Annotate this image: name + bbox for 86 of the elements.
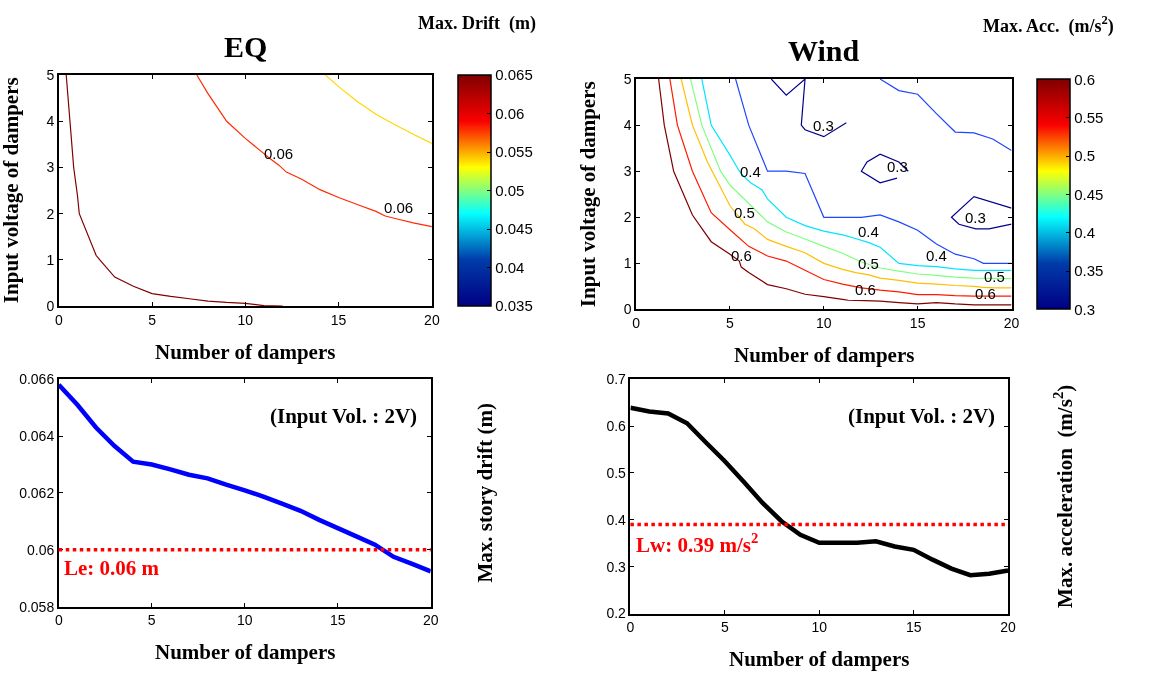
line-series [196,75,432,228]
x-tick-label: 20 [1000,619,1017,636]
y-tick-label: 1 [623,255,632,272]
x-tick-label: 20 [1003,315,1020,332]
color-bar-label: 0.06 [495,104,525,122]
color-bar-label: 0.065 [495,66,533,84]
annotation: (Input Vol. : 2V) [270,404,418,428]
y-tick-label: 0.6 [606,417,627,434]
annotation: 0.4 [858,223,879,240]
y-tick-label: 5 [623,70,632,87]
x-axis-title: Number of dampers [155,640,336,664]
color-bar-label: 0.045 [495,220,533,238]
annotation: 0.5 [858,255,879,272]
y-tick-label: 4 [46,113,55,130]
y-tick-label: 0.2 [606,605,627,622]
x-axis-title: Number of dampers [729,647,910,671]
annotation: 0.5 [734,204,755,221]
chart-title: Wind [788,34,860,67]
y-tick-label: 3 [623,163,632,180]
y-tick-label: 1 [46,251,55,268]
y-tick-label: 4 [623,117,632,134]
color-bar-label: 0.4 [1074,224,1096,242]
color-bar-label: 0.3 [1074,300,1096,318]
annotation: 0.06 [264,145,294,162]
y-axis-title: Input voltage of dampers [575,81,600,308]
y-tick-label: 2 [46,205,55,222]
y-axis-title: Input voltage of dampers [0,77,23,304]
x-tick-label: 10 [811,619,828,636]
y-tick-label: 0.064 [19,427,55,444]
y-tick-label: 0.066 [19,371,55,388]
y-axis-title: Max. story drift (m) [472,402,497,583]
x-tick-label: 5 [720,619,729,636]
color-bar-label: 0.35 [1074,262,1104,280]
x-tick-label: 10 [237,311,254,328]
ref-line-label: Le: 0.06 m [64,556,160,580]
y-tick-label: 0.3 [606,558,627,575]
x-axis-title: Number of dampers [155,340,336,364]
color-bar-label: 0.45 [1074,185,1104,203]
x-tick-label: 5 [147,612,156,629]
color-bar-label: 0.04 [495,258,525,276]
line-series [770,79,847,138]
x-tick-label: 10 [236,612,253,629]
annotation: 0.4 [926,247,947,264]
annotation: 0.3 [813,117,834,134]
annotation: 0.6 [731,247,752,264]
color-bar-title: Max. Drift (m) [418,13,536,34]
x-tick-label: 15 [909,315,926,332]
y-tick-label: 0.7 [606,371,627,388]
x-tick-label: 5 [726,315,735,332]
line-series [58,382,431,574]
y-tick-label: 0.5 [606,464,627,481]
line-series [324,75,432,145]
annotation: 0.06 [384,199,414,216]
x-tick-label: 10 [816,315,832,332]
x-tick-label: 15 [329,612,346,629]
y-tick-label: 0 [46,298,55,315]
y-tick-label: 0.4 [606,511,627,528]
x-tick-label: 15 [905,619,922,636]
color-bar-label: 0.05 [495,181,525,199]
line-series [950,195,1012,230]
y-tick-label: 0.062 [19,484,55,501]
x-tick-label: 5 [148,311,157,328]
x-tick-label: 15 [330,311,347,328]
y-tick-label: 0.058 [19,598,55,615]
line-series [860,153,909,184]
ref-line-label: Lw: 0.39 m/s$^{2}$ [636,530,759,557]
annotation: 0.5 [984,268,1005,285]
y-tick-label: 3 [46,159,55,176]
color-bar-label: 0.6 [1074,70,1096,88]
x-tick-label: 20 [422,612,439,629]
x-tick-label: 20 [424,311,440,328]
line-series [879,79,1012,152]
annotation: 0.3 [965,209,986,226]
y-tick-label: 5 [46,66,55,83]
color-bar-label: 0.5 [1074,147,1096,165]
annotation: 0.4 [740,163,761,180]
x-axis-title: Number of dampers [734,343,915,367]
annotation: 0.3 [887,158,908,175]
annotation: (Input Vol. : 2V) [848,404,996,428]
color-bar-label: 0.035 [495,297,533,315]
color-bar-label: 0.55 [1074,109,1104,127]
color-bar-title: Max. Acc. (m/s$^{2}$) [983,13,1114,37]
color-bar-label: 0.055 [495,143,533,161]
chart-title: EQ [224,30,268,63]
y-tick-label: 2 [623,209,632,226]
y-tick-label: 0.06 [26,541,55,558]
